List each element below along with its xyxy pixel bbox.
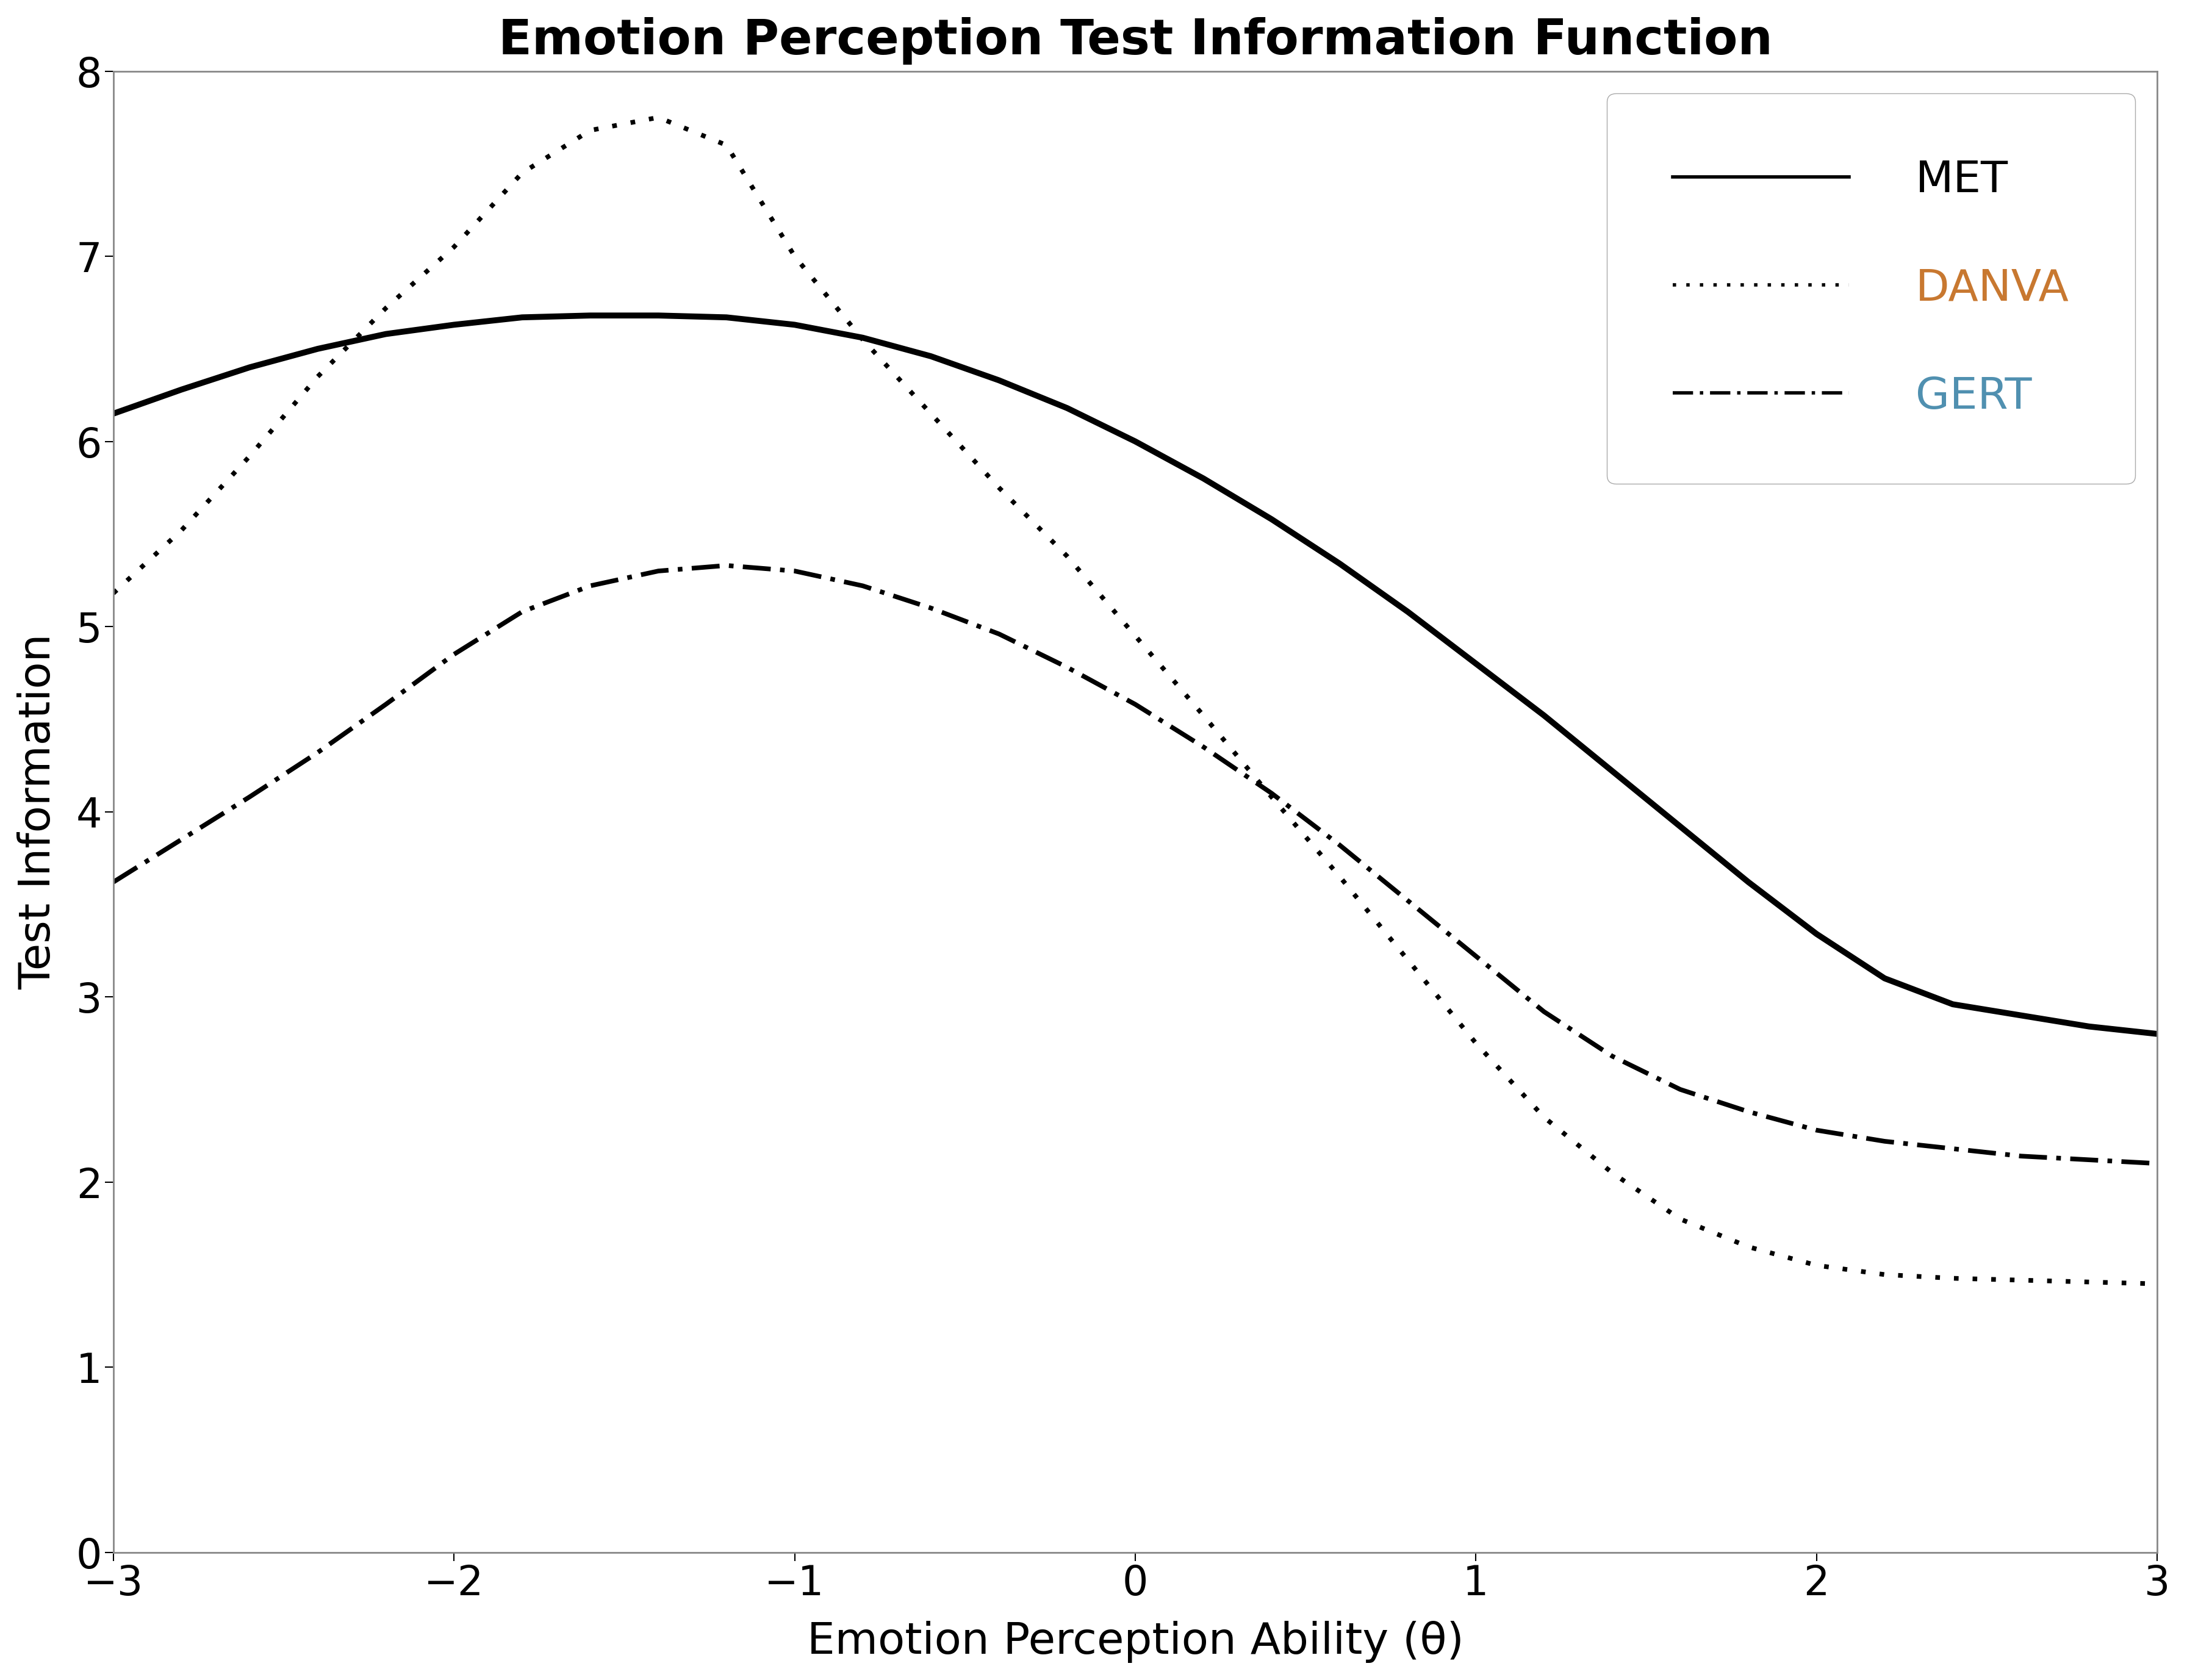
Title: Emotion Perception Test Information Function: Emotion Perception Test Information Func… (499, 17, 1771, 64)
X-axis label: Emotion Perception Ability (θ): Emotion Perception Ability (θ) (807, 1621, 1463, 1663)
Y-axis label: Test Information: Test Information (17, 633, 59, 990)
Legend: MET, DANVA, GERT: MET, DANVA, GERT (1607, 92, 2135, 484)
